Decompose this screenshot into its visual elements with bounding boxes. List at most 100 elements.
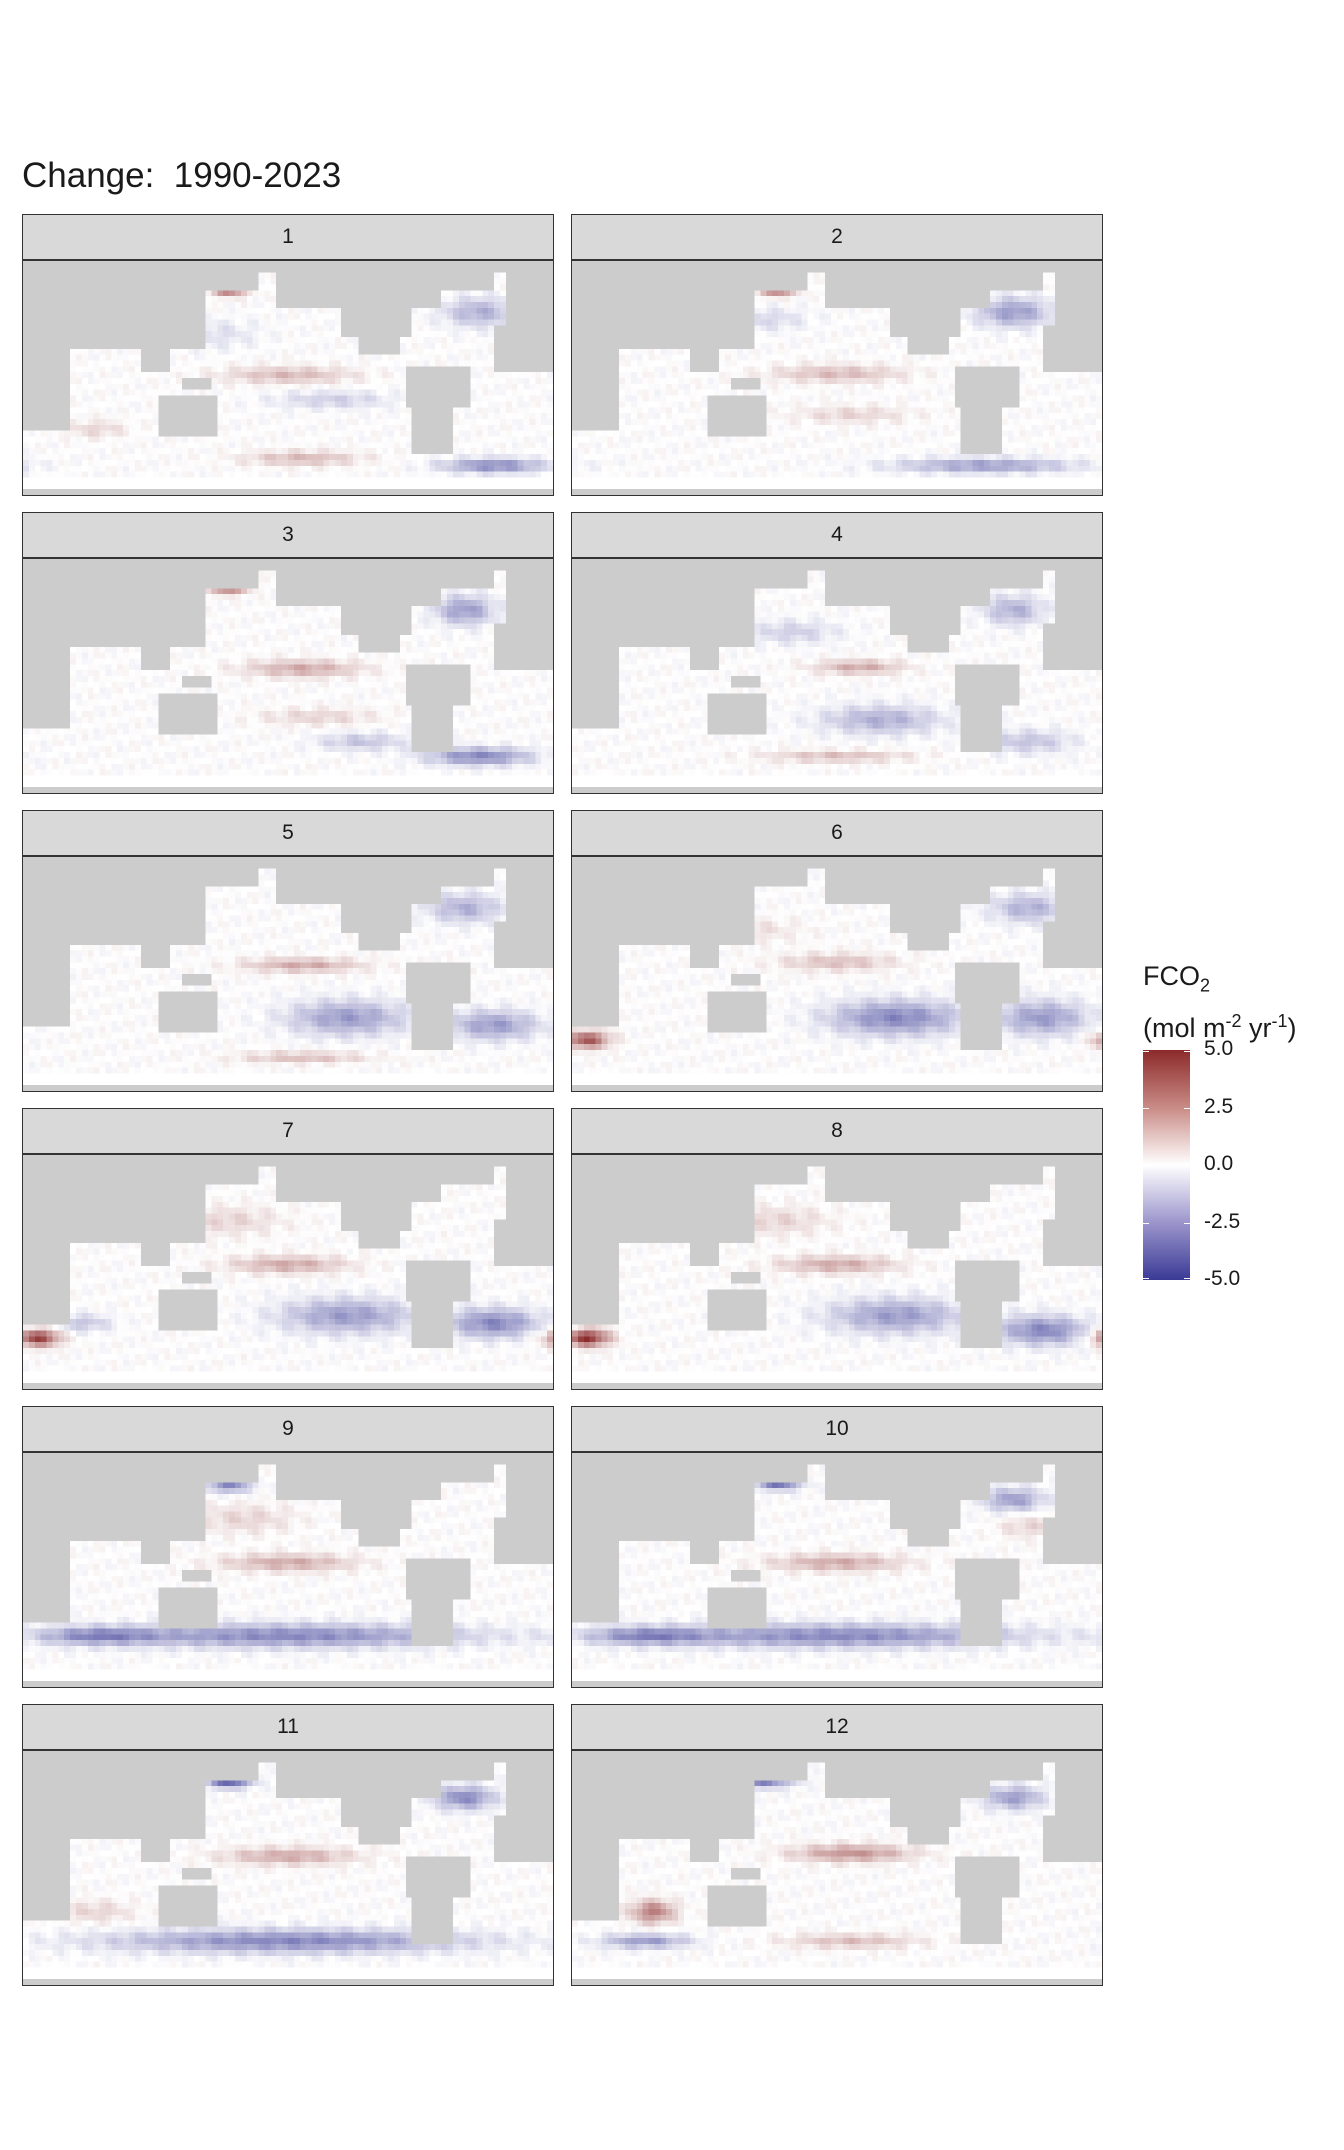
land-cell	[217, 284, 224, 291]
land-cell	[199, 307, 206, 314]
land-cell	[352, 325, 359, 332]
flux-cell	[482, 313, 489, 320]
flux-cell	[370, 442, 377, 449]
flux-cell	[476, 296, 483, 303]
flux-cell	[960, 331, 967, 338]
flux-cell	[240, 354, 247, 361]
land-cell	[93, 331, 100, 338]
flux-cell	[282, 372, 289, 379]
flux-cell	[878, 337, 885, 344]
flux-cell	[176, 454, 183, 461]
land-cell	[399, 325, 406, 332]
flux-cell	[417, 319, 424, 326]
land-cell	[388, 278, 395, 285]
flux-cell	[129, 372, 136, 379]
land-cell	[111, 489, 118, 495]
flux-cell	[819, 307, 826, 314]
flux-cell	[111, 366, 118, 373]
flux-cell	[229, 354, 236, 361]
land-cell	[1084, 313, 1091, 320]
land-cell	[447, 418, 454, 425]
flux-cell	[235, 307, 242, 314]
land-cell	[1084, 261, 1091, 267]
flux-cell	[223, 337, 230, 344]
land-cell	[441, 436, 448, 443]
land-cell	[607, 348, 614, 355]
land-cell	[919, 319, 926, 326]
flux-cell	[193, 459, 200, 466]
flux-cell	[282, 459, 289, 466]
flux-cell	[293, 319, 300, 326]
flux-cell	[494, 372, 501, 379]
land-cell	[943, 307, 950, 314]
land-cell	[164, 413, 171, 420]
land-cell	[535, 296, 542, 303]
land-cell	[329, 489, 336, 495]
land-cell	[417, 395, 424, 402]
land-cell	[919, 307, 926, 314]
flux-cell	[370, 413, 377, 420]
land-cell	[589, 319, 596, 326]
land-cell	[52, 337, 59, 344]
land-cell	[370, 261, 377, 267]
land-cell	[364, 272, 371, 279]
flux-cell	[223, 430, 230, 437]
flux-cell	[960, 307, 967, 314]
land-cell	[511, 366, 518, 373]
land-cell	[672, 325, 679, 332]
land-cell	[701, 296, 708, 303]
flux-cell	[293, 354, 300, 361]
land-cell	[701, 266, 708, 273]
nodata-cell	[70, 483, 77, 490]
flux-cell	[1031, 342, 1038, 349]
land-cell	[931, 307, 938, 314]
land-cell	[511, 354, 518, 361]
flux-cell	[766, 331, 773, 338]
flux-cell	[452, 337, 459, 344]
flux-cell	[452, 342, 459, 349]
flux-cell	[28, 436, 35, 443]
land-cell	[176, 337, 183, 344]
flux-cell	[235, 436, 242, 443]
land-cell	[1096, 325, 1102, 332]
land-cell	[1049, 337, 1056, 344]
land-cell	[625, 284, 632, 291]
land-cell	[1090, 307, 1097, 314]
land-cell	[625, 278, 632, 285]
land-cell	[370, 272, 377, 279]
land-cell	[370, 337, 377, 344]
land-cell	[511, 272, 518, 279]
flux-cell	[482, 372, 489, 379]
flux-cell	[146, 395, 153, 402]
land-cell	[376, 301, 383, 308]
land-cell	[778, 261, 785, 267]
flux-cell	[358, 378, 365, 384]
flux-cell	[789, 301, 796, 308]
flux-cell	[470, 430, 477, 437]
flux-cell	[111, 395, 118, 402]
flux-cell	[488, 307, 495, 314]
nodata-cell	[470, 483, 477, 490]
land-cell	[111, 319, 118, 326]
land-cell	[40, 337, 47, 344]
flux-cell	[123, 401, 130, 408]
flux-cell	[417, 454, 424, 461]
flux-cell	[199, 448, 206, 455]
land-cell	[447, 272, 454, 279]
figure-title: Change: 1990-2023	[22, 156, 341, 196]
land-cell	[695, 337, 702, 344]
land-cell	[52, 378, 59, 384]
land-cell	[152, 331, 159, 338]
nodata-cell	[517, 477, 524, 484]
land-cell	[240, 272, 247, 279]
flux-cell	[258, 378, 265, 384]
land-cell	[435, 401, 442, 408]
land-cell	[182, 266, 189, 273]
flux-cell	[235, 319, 242, 326]
flux-cell	[28, 471, 35, 478]
flux-cell	[264, 360, 271, 367]
flux-cell	[252, 366, 259, 373]
flux-cell	[252, 418, 259, 425]
land-cell	[607, 301, 614, 308]
land-cell	[158, 331, 165, 338]
